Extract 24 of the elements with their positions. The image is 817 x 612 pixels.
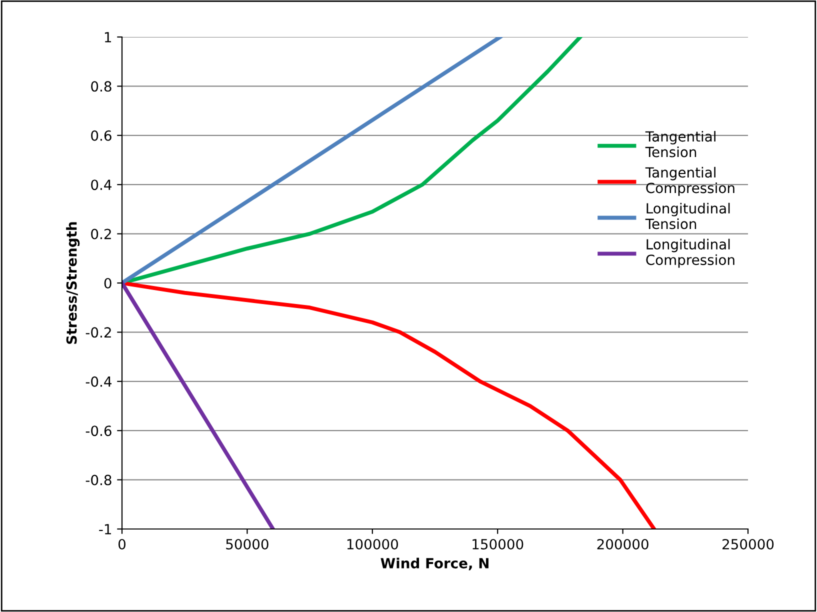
y-axis-title: Stress/Strength [66,222,80,344]
y-tick-label: 0.4 [91,180,112,190]
y-tick-label: -1 [99,524,111,534]
legend-label: Tangential Tension [645,130,716,158]
line-series [122,281,656,529]
y-tick-label: -0.6 [86,426,112,436]
x-tick-label: 50000 [226,538,268,550]
y-tick-label: -0.4 [86,376,112,387]
legend-label: Tangential Compression [645,166,734,196]
y-tick-label: -0.8 [86,474,112,486]
y-tick-label: 0.6 [91,130,112,141]
y-tick-label: 0.8 [91,81,112,92]
y-tick-label: 0.2 [91,228,111,240]
x-tick-label: 100000 [347,538,398,550]
x-tick-label: 200000 [597,538,648,550]
y-tick-label: -0.2 [86,327,111,338]
x-tick-label: 250000 [722,538,774,550]
x-tick-label: 0 [118,538,126,550]
y-tick-label: 0 [104,278,112,288]
legend-label: Longitudinal Compression [646,238,734,268]
x-axis-title: Wind Force, N [380,558,488,570]
y-tick-label: 1 [104,32,111,42]
legend-label: Longitudinal Tension [645,202,730,230]
x-tick-label: 150000 [472,538,524,550]
